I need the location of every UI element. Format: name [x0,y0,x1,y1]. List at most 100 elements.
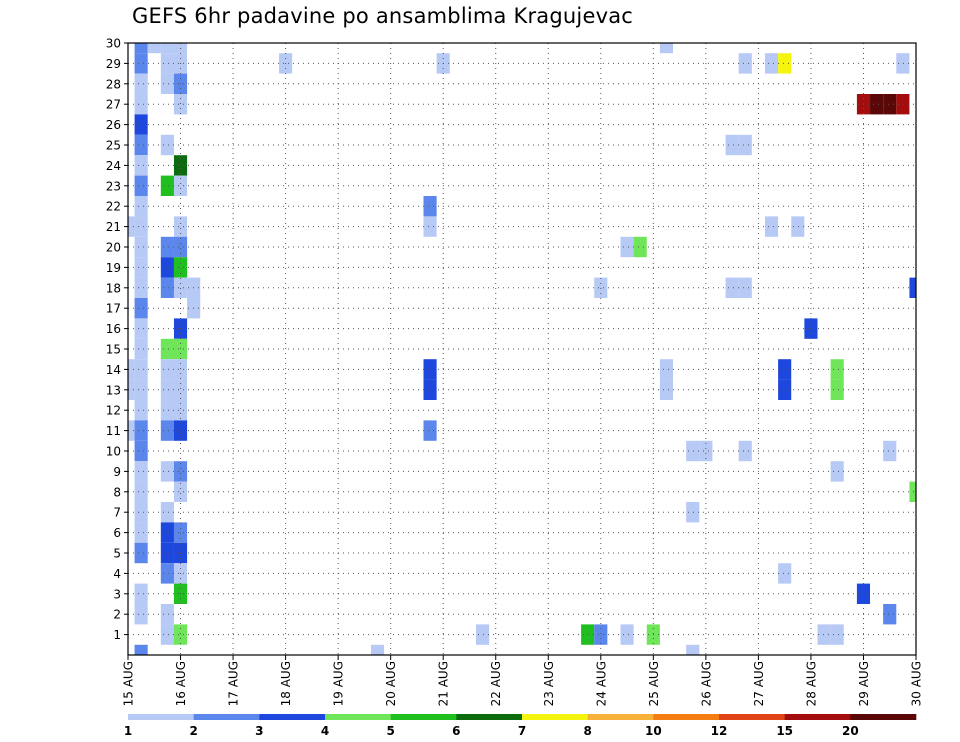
y-tick-label: 5 [113,547,121,561]
heatmap-cell [134,94,148,115]
heatmap-cell [134,461,148,482]
heatmap-cell [633,236,647,258]
colorbar-label: 3 [255,724,263,738]
y-tick-label: 3 [113,587,121,601]
heatmap-cell [883,94,897,115]
heatmap-cell [423,196,437,217]
heatmap-cell [423,420,437,441]
x-tick-label: 22 AUG [489,661,503,706]
heatmap-cell [160,400,174,421]
heatmap-cell [134,196,148,217]
heatmap-cell [620,236,634,258]
y-tick-label: 21 [106,220,121,234]
heatmap-cell [128,359,135,380]
colorbar-segment [259,714,326,720]
heatmap-cell [128,216,135,237]
heatmap-cell [764,53,779,74]
y-tick-label: 8 [113,485,121,499]
colorbar-segment [653,714,720,720]
colorbar-segment [784,714,851,720]
heatmap-cell [134,359,148,380]
x-tick-label: 29 AUG [857,661,871,706]
heatmap-cell [778,359,792,380]
colorbar-segment [390,714,457,720]
heatmap-cell [160,420,174,441]
heatmap-cell [160,542,174,564]
y-tick-label: 17 [106,302,121,316]
y-tick-label: 6 [113,526,121,540]
colorbar-label: 12 [711,724,728,738]
heatmap-cell [160,624,174,645]
heatmap-cell [883,604,897,625]
heatmap-cell [134,583,148,604]
y-tick-label: 7 [113,506,121,520]
y-axis-ticks: 1234567891011121314151617181920212223242… [106,37,128,642]
heatmap-cell [883,440,897,462]
heatmap-cell [173,94,188,115]
heatmap-cell [620,624,634,645]
heatmap-cell [173,277,188,298]
heatmap-cell [594,277,608,298]
colorbar-segment [193,714,260,720]
colorbar-label: 7 [518,724,526,738]
colorbar-label: 4 [321,724,329,738]
colorbar-label: 20 [842,724,859,738]
y-tick-label: 11 [106,424,121,438]
heatmap-cell [791,216,805,237]
y-tick-label: 4 [113,567,121,581]
heatmap-cell [134,542,148,564]
heatmap-cell [134,175,148,196]
y-tick-label: 30 [106,37,121,51]
y-tick-label: 13 [106,383,121,397]
heatmap-cell [134,114,148,135]
heatmap-cell [134,379,148,400]
y-tick-label: 2 [113,608,121,622]
y-tick-label: 24 [106,159,121,173]
heatmap-cell [896,94,910,115]
heatmap-cell [476,624,490,645]
heatmap-cell [160,604,174,625]
heatmap-cell [134,257,148,278]
x-tick-label: 18 AUG [279,661,293,706]
heatmap-cell [134,644,148,655]
heatmap-cell [725,277,739,298]
heatmap-cell [423,379,437,400]
y-tick-label: 25 [106,139,121,153]
heatmap-cell [160,379,174,400]
heatmap-cell [173,175,188,196]
plot-frame [127,42,917,656]
y-tick-label: 12 [106,404,121,418]
heatmap-cell [134,502,148,523]
heatmap-cell [134,155,148,176]
heatmap-cell [160,73,174,94]
x-axis-ticks: 15 AUG 16 AUG 17 AUG 18 AUG 19 AUG 20 AUG 21 A… [122,655,924,706]
colorbar-segment [850,714,917,720]
y-tick-label: 15 [106,343,121,357]
y-tick-label: 16 [106,322,121,336]
colorbar-label: 8 [583,724,591,738]
heatmap-cell [659,379,674,400]
y-tick-label: 19 [106,261,121,275]
heatmap-cell [738,134,752,156]
colorbar-segment [456,714,523,720]
heatmap-cell [173,624,188,645]
heatmap-cell [134,53,148,74]
heatmap-cell [659,43,674,54]
x-tick-label: 21 AUG [437,661,451,706]
heatmap-cell [160,257,174,278]
y-tick-label: 20 [106,241,121,255]
x-tick-label: 23 AUG [542,661,556,706]
y-tick-label: 14 [106,363,121,377]
colorbar-label: 1 [124,724,132,738]
heatmap-cell [173,236,188,258]
y-tick-label: 28 [106,77,121,91]
colorbar-segment [719,714,785,720]
heatmap-cell [134,400,148,421]
colorbar-segment [128,714,194,720]
y-tick-label: 27 [106,98,121,112]
colorbar-segment [325,714,391,720]
heatmap-cells [128,43,916,655]
heatmap-cell [830,379,844,400]
heatmap-cell [134,73,148,94]
